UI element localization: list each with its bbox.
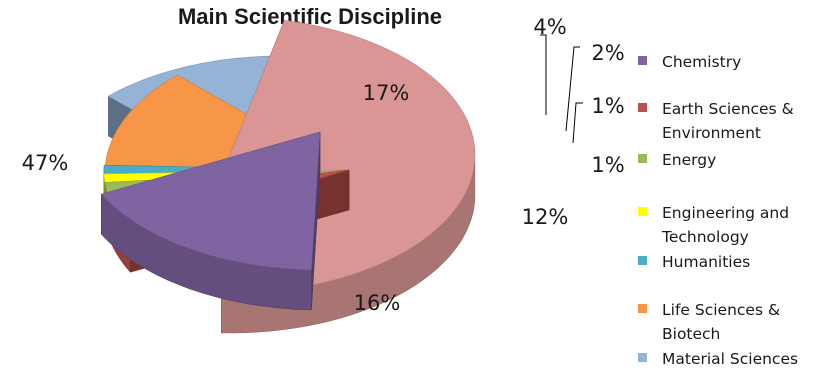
legend-label-line: Engineering and xyxy=(662,204,790,222)
leader-line-3 xyxy=(565,46,580,132)
legend-label-line: Earth Sciences & xyxy=(662,100,794,118)
slice-label-8: 47% xyxy=(22,151,69,175)
legend-label-engineering: Engineering and Technology xyxy=(662,201,821,249)
pie-slices xyxy=(100,20,476,334)
slice-label-2: 4% xyxy=(533,15,566,39)
slice-label-4: 1% xyxy=(591,94,624,118)
legend-label-line: Environment xyxy=(662,124,761,142)
legend-label-chemistry: Chemistry xyxy=(662,50,821,74)
legend-label-line: Energy xyxy=(662,151,717,169)
slice-labels: 17% 4% 2% 1% 1% 12% 16% 47% xyxy=(22,15,625,315)
leader-line-4 xyxy=(572,102,583,144)
legend-label-line: Material Sciences xyxy=(662,350,799,368)
legend-label-life-sciences: Life Sciences & Biotech xyxy=(662,298,821,346)
legend-swatch-life-sciences xyxy=(638,304,647,313)
legend-label-line: Humanities xyxy=(662,253,751,271)
legend-label-line: Chemistry xyxy=(662,53,742,71)
legend-label-line: Technology xyxy=(662,228,749,246)
slice-label-7: 16% xyxy=(354,291,401,315)
legend-swatch-earth-sciences xyxy=(638,103,647,112)
slice-label-1: 17% xyxy=(363,81,410,105)
legend-label-earth-sciences: Earth Sciences & Environment xyxy=(662,97,821,145)
legend-label-humanities: Humanities xyxy=(662,250,821,274)
legend-label-material-sciences: Material Sciences xyxy=(662,347,821,371)
leader-lines xyxy=(540,34,583,144)
legend-swatch-engineering xyxy=(638,207,647,216)
legend-swatch-humanities xyxy=(638,256,647,265)
slice-label-5: 1% xyxy=(591,153,624,177)
pie-slice-1 xyxy=(100,131,321,311)
legend-label-line: Life Sciences & xyxy=(662,301,781,319)
legend-swatch-chemistry xyxy=(638,56,647,65)
leader-line-2 xyxy=(540,34,547,115)
legend-swatch-energy xyxy=(638,154,647,163)
slice-label-6: 12% xyxy=(522,205,569,229)
pie-chart: 17% 4% 2% 1% 1% 12% 16% 47% xyxy=(22,15,625,334)
legend-label-line: Biotech xyxy=(662,325,721,343)
pie-slice-top xyxy=(100,131,321,271)
legend-swatch-material-sciences xyxy=(638,353,647,362)
slice-label-3: 2% xyxy=(591,41,624,65)
legend-label-energy: Energy xyxy=(662,148,821,172)
